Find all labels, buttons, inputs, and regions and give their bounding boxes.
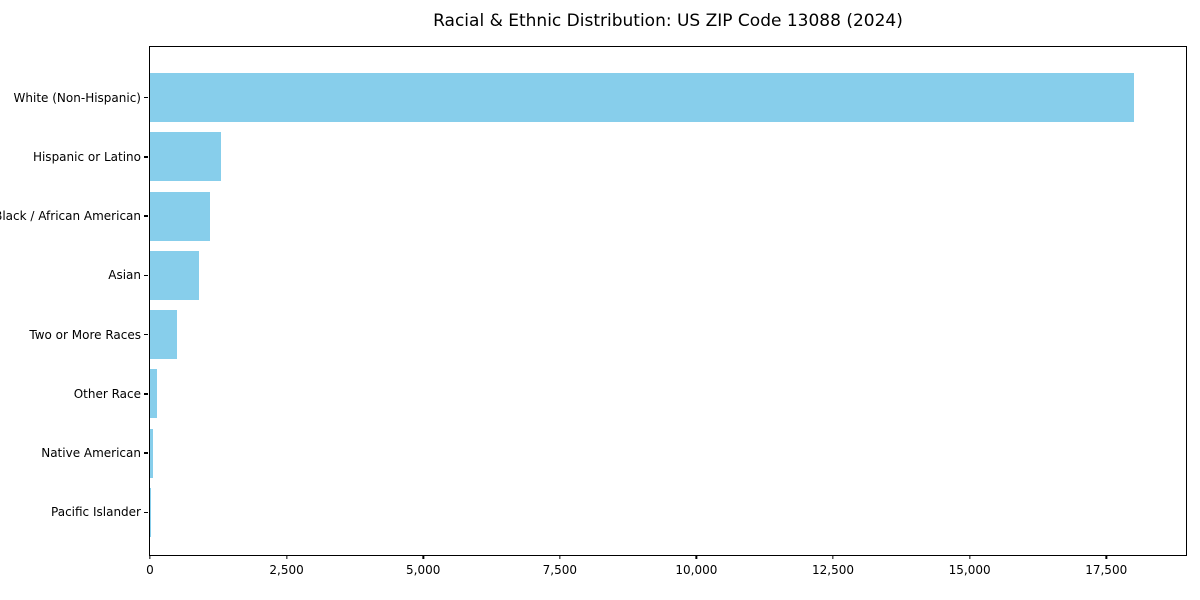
bar-row: Other Race: [74, 364, 1186, 423]
y-tick: [144, 96, 148, 99]
y-tick-label: Black / African American: [0, 209, 141, 224]
y-tick-label: White (Non-Hispanic): [13, 90, 141, 105]
bar: [150, 132, 222, 182]
x-tick-label: 17,500: [1085, 563, 1128, 577]
x-tick: [968, 555, 971, 559]
bar-row: White (Non-Hispanic): [14, 68, 1186, 127]
plot-area: White (Non-Hispanic) Hispanic or Latino Bl…: [0, 46, 1187, 577]
x-tick: [149, 555, 151, 559]
chart-title: Racial & Ethnic Distribution: US ZIP Cod…: [433, 11, 903, 31]
x-axis: 0 2,500 5,000 7,500 10,000 12,500 15,000 17,500: [146, 555, 1186, 587]
bar: [150, 310, 178, 360]
bar: [150, 191, 211, 241]
y-tick: [144, 511, 148, 514]
y-tick: [144, 393, 148, 395]
x-tick-label: 7,500: [542, 563, 577, 577]
x-tick: [832, 555, 834, 559]
bar-row: Native American: [41, 424, 1186, 483]
x-tick-label: 10,000: [675, 563, 718, 577]
bar: [150, 250, 200, 300]
bar-row: Pacific Islander: [51, 483, 1186, 542]
x-tick-label: 5,000: [406, 563, 441, 577]
bar: [150, 73, 1134, 123]
x-tick-label: 15,000: [948, 563, 991, 577]
y-tick: [144, 215, 148, 217]
bar-row: Two or More Races: [29, 305, 1186, 364]
x-tick: [285, 555, 288, 559]
y-tick-label: Asian: [108, 268, 141, 283]
bar: [150, 428, 153, 478]
bar: [150, 487, 151, 537]
x-tick: [1105, 555, 1107, 559]
x-tick: [559, 555, 561, 559]
bar: [150, 369, 158, 419]
y-tick-label: Other Race: [73, 386, 141, 401]
y-tick-label: Pacific Islander: [51, 505, 141, 520]
bar-row: Hispanic or Latino: [33, 127, 1186, 186]
y-tick: [144, 274, 148, 277]
y-tick-label: Hispanic or Latino: [32, 149, 141, 164]
bar-row: Asian: [108, 246, 1186, 305]
y-tick: [144, 333, 148, 336]
y-tick-label: Two or More Races: [29, 327, 141, 342]
x-tick-label: 2,500: [269, 563, 304, 577]
bars-container: White (Non-Hispanic) Hispanic or Latino Bl…: [0, 47, 1186, 555]
y-tick-label: Native American: [41, 446, 141, 461]
y-tick: [144, 156, 148, 158]
x-tick-label: 0: [146, 563, 154, 577]
bar-row: Black / African American: [0, 187, 1186, 246]
x-tick: [695, 555, 698, 559]
x-tick: [422, 555, 424, 559]
y-tick: [144, 452, 148, 454]
x-tick-label: 12,500: [812, 563, 855, 577]
